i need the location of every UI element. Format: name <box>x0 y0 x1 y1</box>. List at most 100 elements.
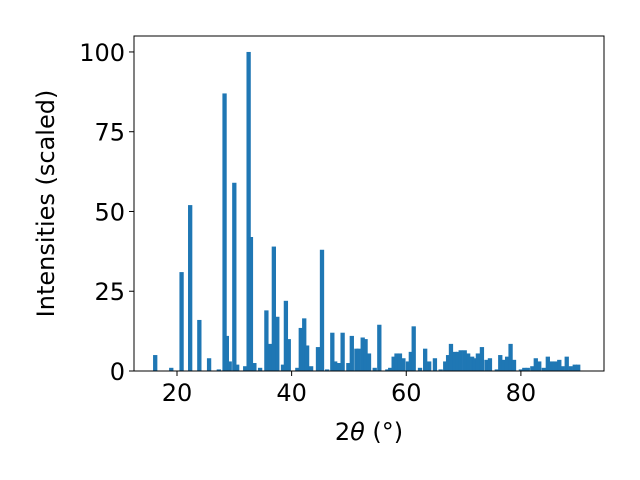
bar <box>385 369 390 371</box>
bar <box>333 361 338 371</box>
bar <box>452 351 458 371</box>
bar <box>427 361 432 371</box>
y-tick-label: 50 <box>94 198 125 226</box>
bar <box>560 366 565 371</box>
bar <box>498 355 503 371</box>
bar <box>356 348 361 371</box>
x-tick-label: 40 <box>276 379 307 407</box>
bar <box>271 246 276 371</box>
bar <box>363 339 368 371</box>
bar <box>286 339 291 371</box>
bar <box>522 367 527 371</box>
bar <box>243 366 248 371</box>
x-tick-label: 60 <box>391 379 422 407</box>
bar <box>494 369 499 371</box>
bar <box>302 318 307 371</box>
bar <box>518 369 524 371</box>
bar <box>298 327 303 371</box>
bar <box>564 356 569 371</box>
bar <box>188 205 193 371</box>
bar <box>397 353 403 371</box>
y-tick-label: 25 <box>94 278 125 306</box>
bar <box>179 272 184 371</box>
bar <box>458 350 463 371</box>
bar <box>443 361 448 371</box>
bar <box>308 366 314 371</box>
plot-frame <box>133 35 605 372</box>
bar <box>394 353 399 371</box>
bar <box>169 367 174 371</box>
y-tick-label: 75 <box>94 119 125 147</box>
bar <box>206 358 212 371</box>
bar <box>438 369 443 371</box>
bar <box>391 356 396 371</box>
bar <box>325 369 330 371</box>
bar <box>197 319 202 371</box>
bar <box>568 366 573 371</box>
x-axis-label-main: 2 <box>335 418 350 446</box>
bar <box>246 51 251 371</box>
bar <box>448 343 454 371</box>
bar <box>405 361 411 371</box>
bar <box>466 353 471 371</box>
bar <box>572 364 577 371</box>
bar <box>354 348 359 371</box>
bar <box>216 369 221 371</box>
bar <box>252 363 257 371</box>
bar <box>153 355 158 371</box>
bar <box>508 343 513 371</box>
y-tick-label: 100 <box>79 39 125 67</box>
bar <box>511 359 517 371</box>
x-axis-label-unit: (°) <box>365 418 403 446</box>
bar <box>455 351 460 371</box>
bar <box>576 364 581 371</box>
bar <box>501 359 506 371</box>
bar <box>360 337 365 371</box>
x-axis-label: 2θ (°) <box>335 418 403 446</box>
bar <box>227 361 232 371</box>
bar <box>541 367 546 371</box>
bar <box>248 237 254 371</box>
bar <box>423 348 428 371</box>
y-axis-ticks: 0 25 50 75 100 <box>79 39 134 386</box>
bar <box>235 364 240 371</box>
bar <box>401 358 406 371</box>
bar <box>525 367 530 371</box>
bar <box>319 249 325 371</box>
bar <box>336 363 341 371</box>
bar <box>504 356 510 371</box>
bar <box>445 355 451 371</box>
bar <box>533 358 538 371</box>
x-tick-label: 20 <box>162 379 193 407</box>
bar <box>340 332 345 371</box>
bar <box>530 366 535 371</box>
bar <box>484 359 489 371</box>
bar <box>411 326 416 371</box>
x-axis-label-theta: θ <box>350 418 365 446</box>
bar <box>557 359 562 371</box>
bar <box>315 347 321 371</box>
bar <box>417 367 423 371</box>
bar <box>283 300 289 371</box>
bar <box>432 358 438 371</box>
bar <box>366 353 372 371</box>
x-tick-label: 80 <box>506 379 537 407</box>
bar <box>487 358 493 371</box>
bar <box>346 363 351 371</box>
bar <box>549 361 554 371</box>
bar <box>222 93 227 372</box>
bar <box>257 367 263 371</box>
bar <box>232 182 237 371</box>
bar <box>264 310 269 371</box>
bar <box>470 356 475 371</box>
bar <box>408 351 413 371</box>
bar <box>224 335 229 371</box>
bar <box>377 324 382 371</box>
bar <box>330 332 335 371</box>
bar <box>388 367 393 371</box>
bar <box>545 356 550 371</box>
y-tick-label: 0 <box>110 358 125 386</box>
bar <box>475 353 481 371</box>
bar-series <box>153 51 581 372</box>
